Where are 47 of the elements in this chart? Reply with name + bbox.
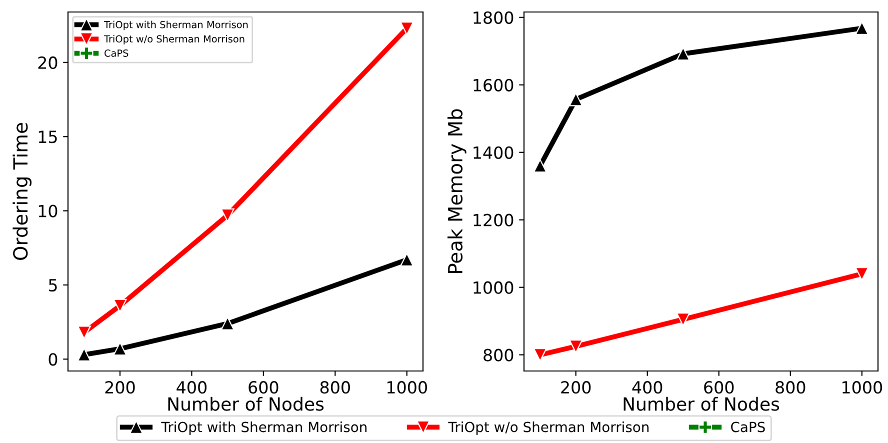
x-tick-label: 800 bbox=[776, 381, 806, 394]
point bbox=[569, 340, 583, 354]
x-tick-label: 600 bbox=[248, 381, 278, 394]
x-tick-label: 400 bbox=[176, 381, 207, 394]
y-tick-label: 10 bbox=[38, 204, 58, 218]
legend-label: CaPS bbox=[104, 49, 128, 57]
x-tick-label: 200 bbox=[105, 381, 135, 394]
x-axis-title: Number of Nodes bbox=[168, 396, 324, 411]
x-tick-label: 1000 bbox=[842, 381, 882, 394]
y-tick-label: 1400 bbox=[474, 146, 514, 159]
point bbox=[113, 342, 127, 356]
point bbox=[77, 348, 91, 362]
point bbox=[220, 208, 234, 222]
x-tick-label: 800 bbox=[320, 381, 350, 394]
x-tick-label: 1000 bbox=[387, 381, 427, 394]
x-tick-label: 200 bbox=[561, 381, 591, 394]
y-axis-title: Peak Memory Mb bbox=[447, 109, 466, 273]
point bbox=[77, 326, 91, 340]
y-tick-label: 1000 bbox=[474, 281, 514, 294]
y-tick-label: 1200 bbox=[474, 214, 514, 226]
x-axis-title: Number of Nodes bbox=[624, 396, 780, 411]
point bbox=[113, 298, 127, 313]
point bbox=[533, 159, 547, 173]
point bbox=[400, 22, 414, 36]
legend-label: TriOpt w/o Sherman Morrison bbox=[104, 35, 244, 44]
point bbox=[533, 348, 547, 362]
legend-label: TriOpt with Sherman Morrison bbox=[104, 20, 248, 30]
y-axis-title: Ordering Time bbox=[12, 122, 32, 260]
y-tick-label: 20 bbox=[38, 56, 58, 70]
y-tick-label: 1600 bbox=[474, 78, 514, 92]
legend-label: TriOpt w/o Sherman Morrison bbox=[448, 421, 649, 435]
point bbox=[676, 312, 690, 326]
point bbox=[400, 252, 414, 267]
point bbox=[569, 92, 583, 106]
point bbox=[220, 316, 234, 330]
x-tick-label: 600 bbox=[704, 381, 734, 394]
y-tick-label: 5 bbox=[48, 279, 57, 292]
legend-label: CaPS bbox=[731, 422, 765, 432]
point bbox=[855, 21, 869, 35]
point bbox=[676, 47, 690, 61]
y-tick-label: 800 bbox=[484, 348, 514, 362]
y-tick-label: 0 bbox=[48, 353, 58, 366]
legend-label: TriOpt with Sherman Morrison bbox=[161, 421, 366, 435]
point bbox=[855, 267, 869, 281]
y-tick-label: 1800 bbox=[474, 11, 514, 24]
x-tick-label: 400 bbox=[632, 381, 662, 394]
y-tick-label: 15 bbox=[38, 130, 57, 144]
